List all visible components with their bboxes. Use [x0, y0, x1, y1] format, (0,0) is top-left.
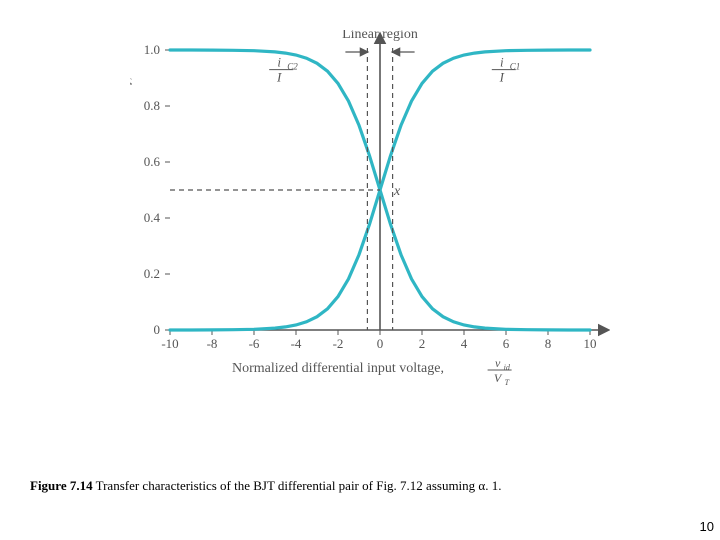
svg-text:1.0: 1.0 [144, 42, 160, 57]
svg-text:i: i [277, 55, 281, 70]
svg-text:V: V [494, 371, 503, 385]
svg-text:x: x [393, 184, 401, 199]
svg-text:0.4: 0.4 [144, 210, 161, 225]
svg-text:id: id [504, 363, 511, 372]
svg-text:-6: -6 [249, 336, 260, 351]
svg-text:C: C [130, 77, 132, 86]
svg-text:-8: -8 [207, 336, 218, 351]
caption-fignum: Figure 7.14 [30, 478, 93, 493]
figure-caption: Figure 7.14 Transfer characteristics of … [30, 478, 501, 494]
svg-text:0.2: 0.2 [144, 266, 160, 281]
svg-text:0: 0 [377, 336, 384, 351]
svg-text:I: I [276, 70, 282, 85]
svg-text:0: 0 [154, 322, 161, 337]
svg-text:10: 10 [584, 336, 597, 351]
svg-text:-2: -2 [333, 336, 344, 351]
svg-text:-10: -10 [161, 336, 178, 351]
svg-text:Linear region: Linear region [342, 30, 418, 42]
svg-text:6: 6 [503, 336, 510, 351]
page-number: 10 [700, 519, 714, 534]
svg-text:0.6: 0.6 [144, 154, 161, 169]
svg-text:2: 2 [419, 336, 426, 351]
svg-text:8: 8 [545, 336, 552, 351]
svg-text:0.8: 0.8 [144, 98, 160, 113]
svg-text:-4: -4 [291, 336, 302, 351]
svg-text:I: I [499, 70, 505, 85]
svg-text:Normalized differential input: Normalized differential input voltage, [232, 361, 444, 376]
svg-text:4: 4 [461, 336, 468, 351]
svg-text:i: i [500, 55, 504, 70]
caption-text: Transfer characteristics of the BJT diff… [93, 478, 502, 493]
svg-text:T: T [505, 378, 510, 387]
svg-text:v: v [495, 356, 501, 370]
transfer-characteristics-chart: -10 -8 -6 -4 -2 0 2 4 6 8 10 0 0.2 0.4 0.6 0.8 1.0 Linear… [130, 30, 610, 430]
